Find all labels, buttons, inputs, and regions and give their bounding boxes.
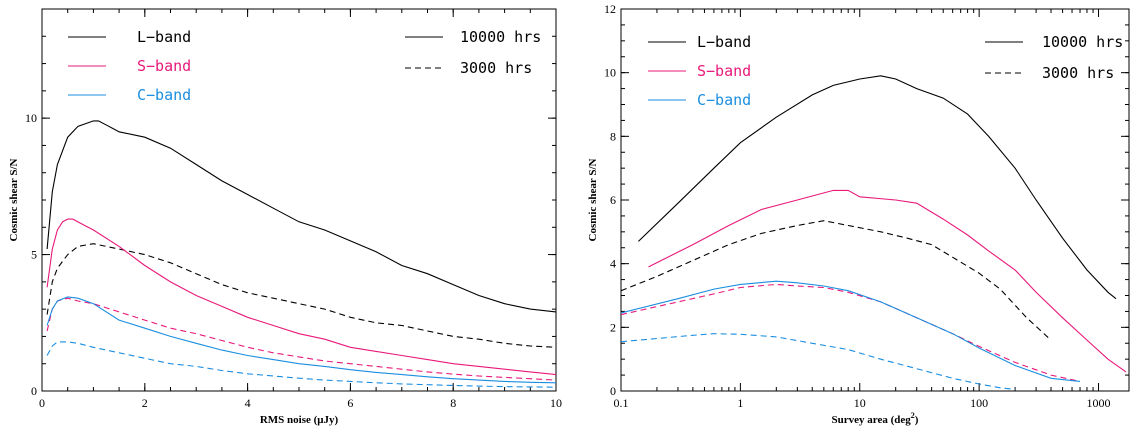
y-tick-label: 6	[610, 193, 616, 207]
x-tick-label: 6	[347, 396, 353, 410]
y-tick-label: 12	[604, 2, 616, 16]
legend-label-S-band: S−band	[697, 62, 751, 80]
legend-label-solid: 10000 hrs	[1042, 33, 1123, 51]
x-tick-label: 10	[854, 396, 866, 410]
x-tick-label: 2	[142, 396, 148, 410]
series-L-band-3000-hrs	[46, 243, 556, 348]
x-axis-title: Survey area (deg2)	[832, 411, 919, 426]
x-tick-label: 4	[245, 396, 251, 410]
y-tick-label: 4	[610, 257, 616, 271]
x-tick-label: 0.1	[614, 396, 629, 410]
x-tick-label: 1000	[1087, 396, 1111, 410]
x-axis-title-end: )	[915, 414, 919, 426]
legend-label-dashed: 3000 hrs	[1042, 64, 1114, 82]
y-tick-label: 0	[31, 384, 37, 398]
right-panel-area-vs-sn: 0.1 1 10 100 1000 0 2 4 6 8 10 12 Survey area (deg2)…	[587, 2, 1130, 426]
series-C-band-3000-hrs	[621, 333, 1016, 390]
legend-label-C-band: C−band	[137, 86, 191, 104]
series-L-band-3000-hrs	[621, 220, 1052, 341]
series-L-band-10000-hrs	[46, 120, 556, 313]
series-S-band-3000-hrs	[621, 283, 1081, 382]
y-tick-label: 2	[610, 320, 616, 334]
series-C-band-10000-hrs	[46, 296, 556, 384]
y-tick-label: 0	[610, 384, 616, 398]
y-tick-label: 8	[610, 129, 616, 143]
series-S-band-10000-hrs	[46, 218, 556, 376]
legend-label-L-band: L−band	[697, 33, 751, 51]
x-tick-label: 100	[970, 396, 988, 410]
x-tick-label: 8	[450, 396, 456, 410]
legend-label-L-band: L−band	[137, 28, 191, 46]
y-tick-label: 10	[25, 111, 37, 125]
x-axis-title-superscript: 2	[911, 411, 915, 420]
y-tick-label: 5	[31, 248, 37, 262]
legend-label-solid: 10000 hrs	[460, 28, 541, 46]
series-C-band-3000-hrs	[46, 341, 556, 388]
series-L-band-10000-hrs	[638, 75, 1117, 300]
x-tick-label: 1	[737, 396, 743, 410]
y-tick-label: 10	[604, 66, 616, 80]
y-axis-title: Cosmic shear S/N	[587, 158, 599, 241]
series-S-band-10000-hrs	[648, 189, 1127, 373]
x-tick-label: 0	[39, 396, 45, 410]
series-S-band-3000-hrs	[46, 297, 556, 381]
legend-label-dashed: 3000 hrs	[460, 59, 532, 77]
y-axis-title: Cosmic shear S/N	[8, 158, 20, 241]
left-panel-noise-vs-sn: 0 2 4 6 8 10 0 5 10 RMS noise (μJy) Cosmic shear S…	[8, 8, 562, 426]
legend-label-C-band: C−band	[697, 91, 751, 109]
series-C-band-10000-hrs	[621, 280, 1081, 382]
x-axis-title: RMS noise (μJy)	[260, 414, 339, 426]
legend-label-S-band: S−band	[137, 57, 191, 75]
x-tick-label: 10	[550, 396, 562, 410]
